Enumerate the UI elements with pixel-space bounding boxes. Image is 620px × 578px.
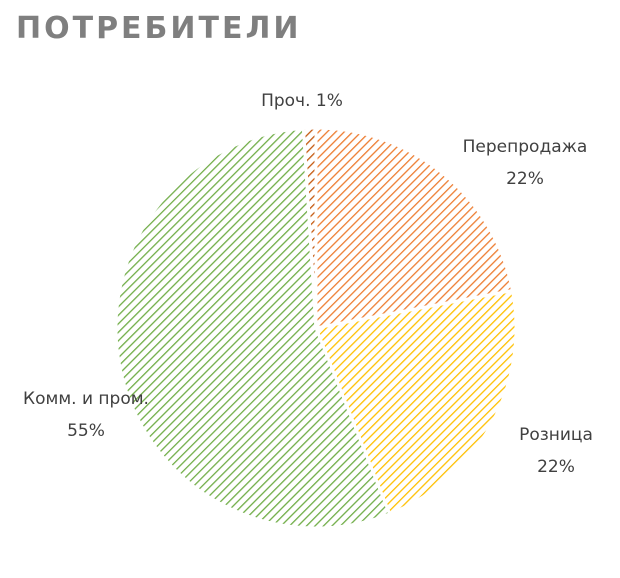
data-label: Комм. и пром. 55% [23,389,149,441]
category-label: Перепродажа [463,137,588,157]
data-label: Проч. 1% [261,91,343,111]
pie-slice [313,288,518,516]
category-label: Розница [519,425,593,445]
pie-slice [114,126,392,530]
value-label: 55% [67,421,105,441]
chart-title: ПОТРЕБИТЕЛИ [16,11,302,46]
data-label: Розница 22% [519,425,593,477]
data-label: Перепродажа 22% [463,137,588,189]
value-label: 22% [506,169,544,189]
pie-slice [301,126,318,329]
value-label: 1% [316,91,343,111]
category-label: Проч. [261,91,310,111]
pie-slice [314,126,515,330]
category-label: Комм. и пром. [23,389,149,409]
value-label: 22% [537,457,575,477]
